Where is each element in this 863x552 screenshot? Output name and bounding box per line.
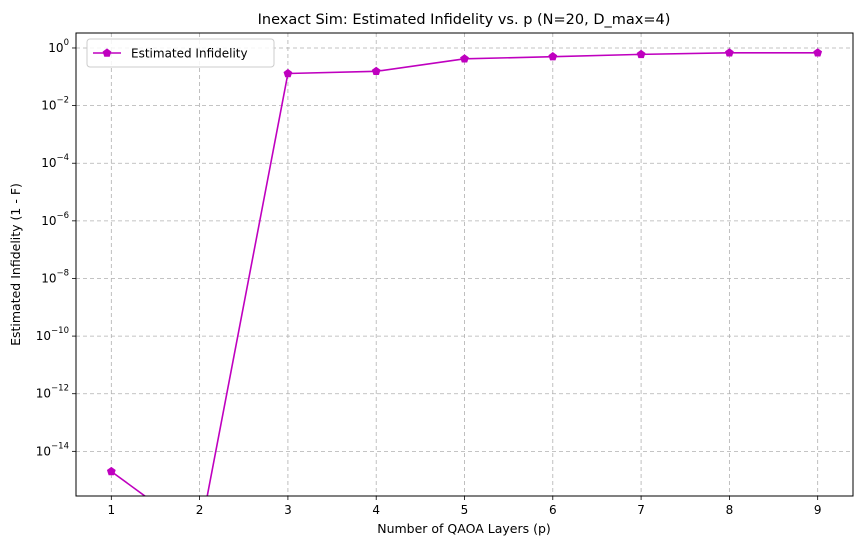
x-axis-label: Number of QAOA Layers (p) xyxy=(377,521,551,536)
x-tick-label: 5 xyxy=(461,503,469,517)
data-point-marker xyxy=(548,52,558,61)
y-tick-label: 10−6 xyxy=(41,211,69,228)
legend-pentagon-marker xyxy=(102,48,112,57)
legend: Estimated Infidelity xyxy=(86,38,275,68)
x-tick-label: 1 xyxy=(107,503,115,517)
series-group xyxy=(106,48,823,496)
x-axis-ticks: 1 2 3 4 5 6 7 8 9 xyxy=(107,496,822,517)
data-point-marker xyxy=(283,68,293,78)
series-layer xyxy=(106,48,823,496)
chart-title: Inexact Sim: Estimated Infidelity vs. p … xyxy=(258,12,671,28)
y-tick-label: 10−12 xyxy=(36,384,69,401)
x-tick-label: 3 xyxy=(284,503,292,517)
data-point-marker xyxy=(636,49,646,59)
data-point-marker xyxy=(460,54,469,63)
y-tick-label: 100 xyxy=(48,38,69,55)
data-point-marker xyxy=(106,466,116,476)
y-tick-label: 10−2 xyxy=(41,96,69,113)
y-tick-label: 10−14 xyxy=(36,441,69,458)
data-point-marker xyxy=(813,48,823,57)
legend-series-label: Estimated Infidelity xyxy=(131,47,248,61)
y-tick-label: 10−10 xyxy=(36,326,69,343)
grid xyxy=(76,33,853,496)
x-tick-label: 9 xyxy=(814,503,822,517)
legend-box xyxy=(86,38,275,68)
y-axis-label: Estimated Infidelity (1 - F) xyxy=(8,183,23,346)
y-tick-label: 10−8 xyxy=(41,268,69,285)
x-tick-label: 7 xyxy=(637,503,645,517)
x-tick-label: 4 xyxy=(372,503,380,517)
data-point-marker xyxy=(371,66,381,76)
y-axis-ticks: 100 10−2 10−4 10−6 10−8 10−10 10−12 10−14 xyxy=(36,38,76,458)
data-point-marker xyxy=(725,48,734,57)
x-tick-label: 2 xyxy=(196,503,204,517)
x-tick-label: 6 xyxy=(549,503,557,517)
x-tick-label: 8 xyxy=(726,503,734,517)
y-tick-label: 10−4 xyxy=(41,153,69,170)
